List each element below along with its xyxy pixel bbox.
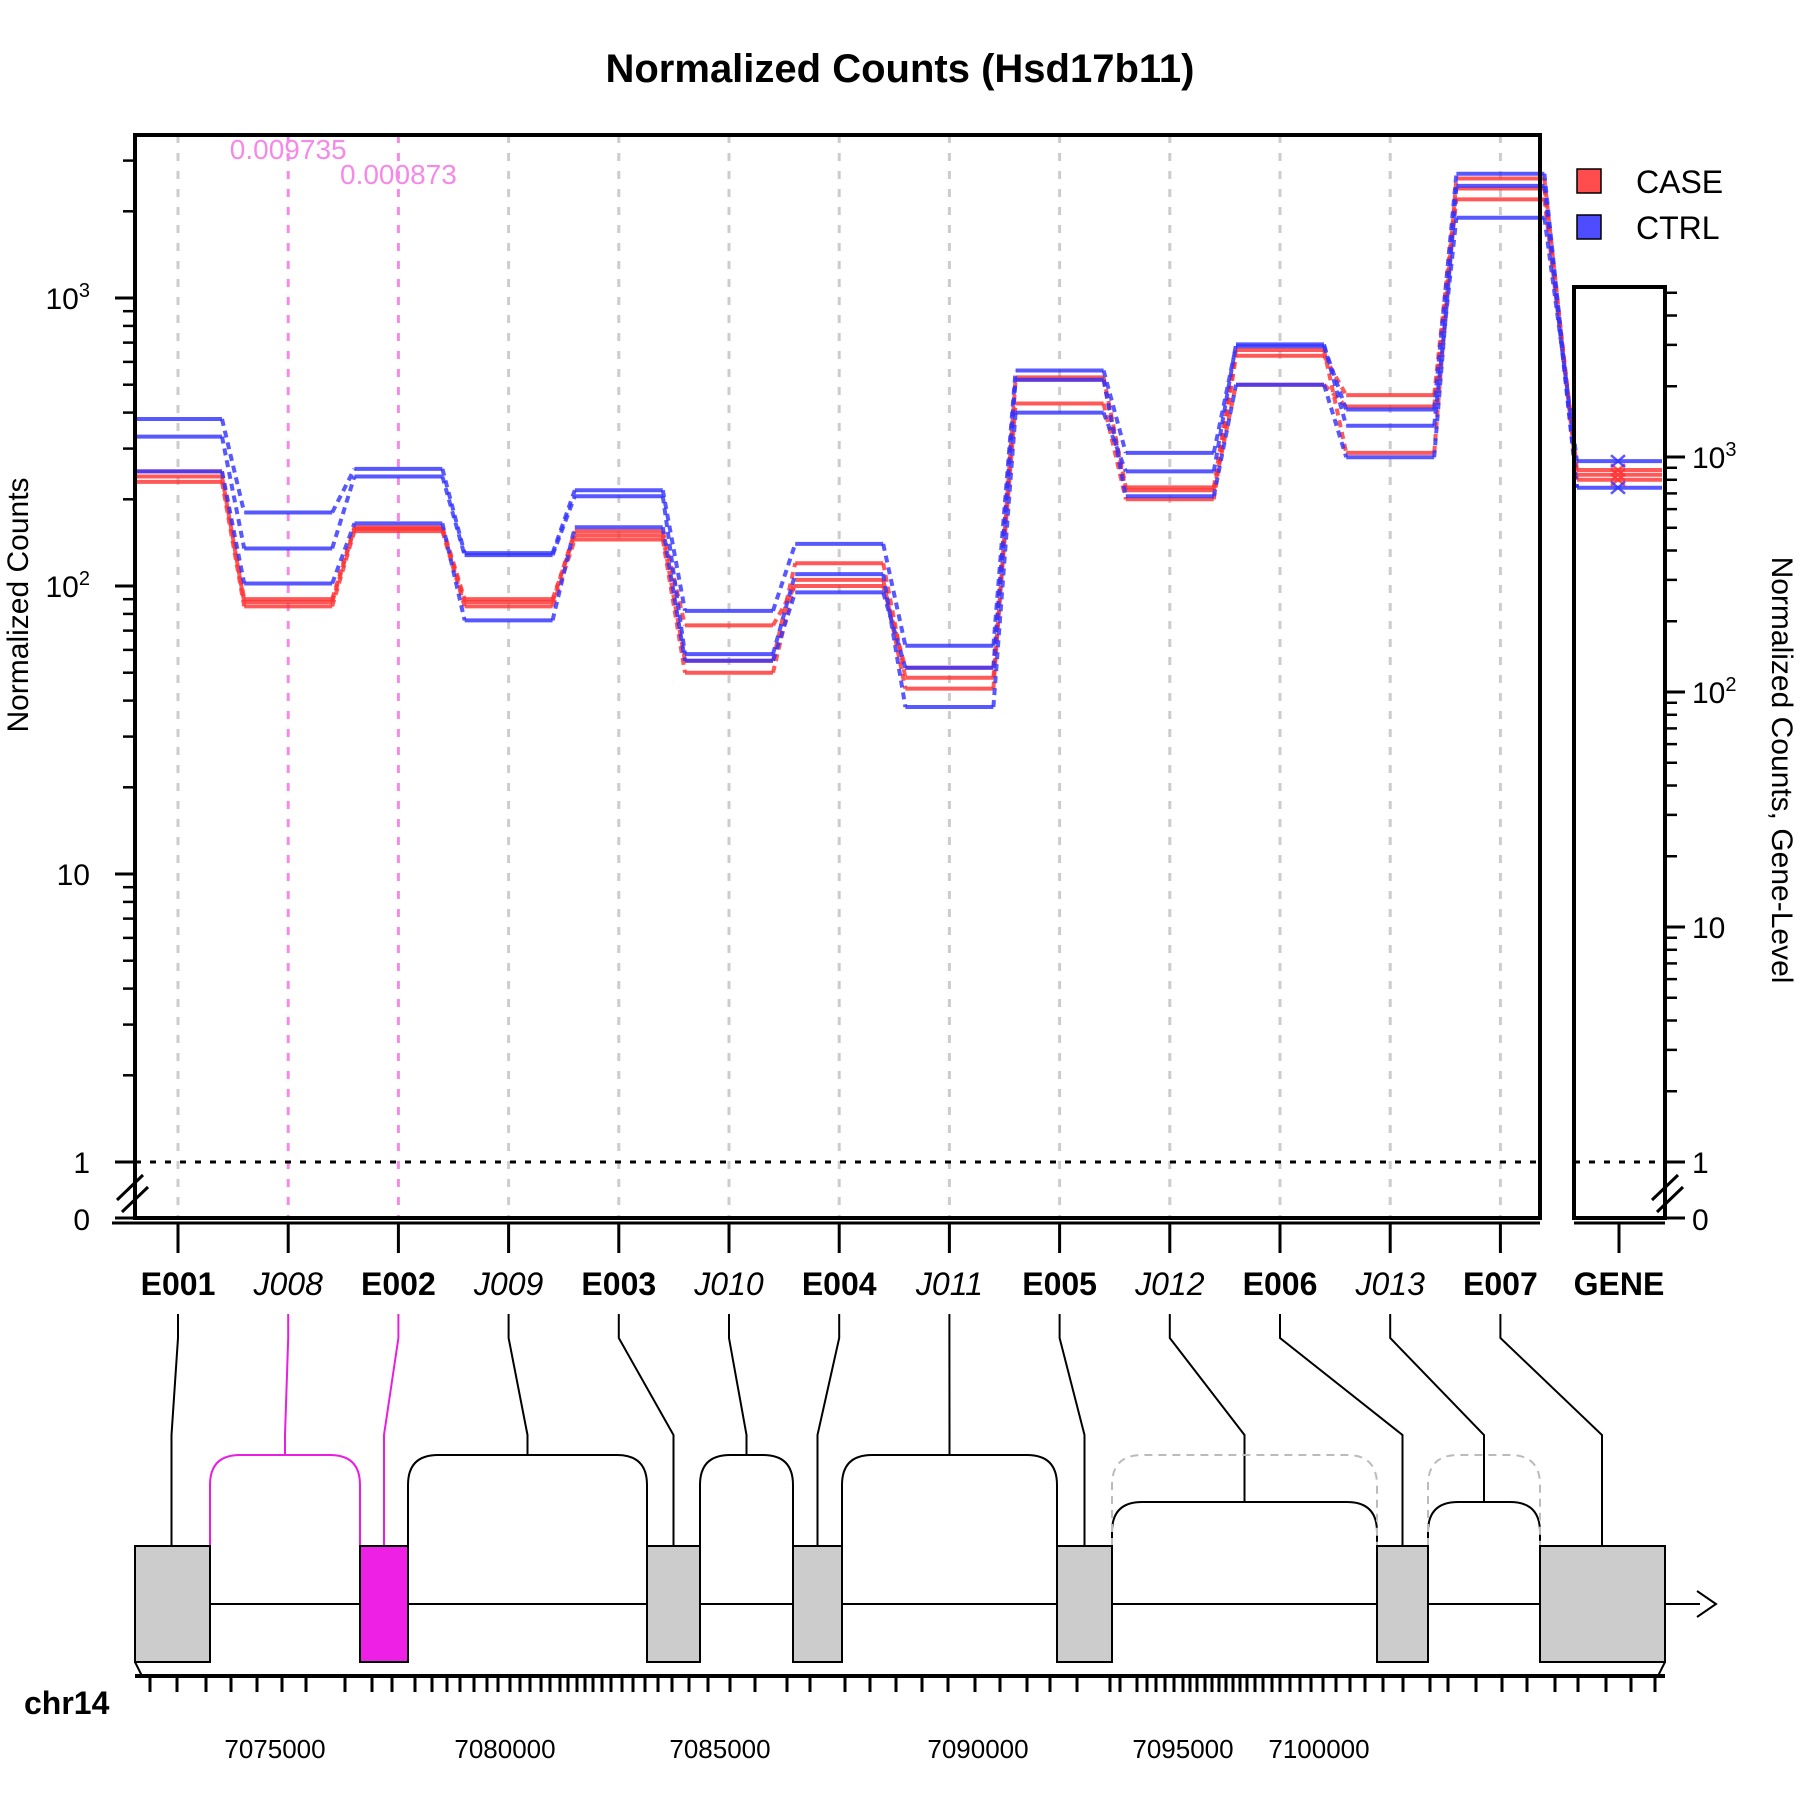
legend-swatch-ctrl (1577, 215, 1601, 239)
y-tick-label-1: 1 (73, 1147, 90, 1180)
connector-j010 (729, 1314, 747, 1455)
feature-label-e001: E001 (141, 1266, 216, 1302)
feature-label-e007: E007 (1463, 1266, 1538, 1302)
junction-arc-j010 (700, 1455, 793, 1546)
feature-label-e006: E006 (1243, 1266, 1318, 1302)
axis-break-right (1652, 1175, 1683, 1212)
y-tick-label-zero: 0 (73, 1204, 90, 1237)
feature-label-e003: E003 (581, 1266, 656, 1302)
junction-arc-j013 (1428, 1502, 1540, 1546)
exon-box-e004 (793, 1546, 842, 1662)
feature-label-e004: E004 (802, 1266, 877, 1302)
feature-label-e002: E002 (361, 1266, 436, 1302)
y-right-tick-label-2: 10 (1692, 912, 1725, 945)
exon-box-e007 (1540, 1546, 1665, 1662)
y-right-tick-label-4: 103 (1692, 439, 1737, 475)
feature-label-gene: GENE (1574, 1266, 1665, 1302)
legend: CASE CTRL (1577, 164, 1723, 246)
connector-e004 (818, 1314, 840, 1546)
coordinate-label-4: 7090000 (927, 1734, 1028, 1764)
pvalue-label-e002: 0.000873 (340, 159, 457, 190)
exon-box-e005 (1057, 1546, 1112, 1662)
connector-e006 (1280, 1314, 1403, 1546)
connector-e007 (1500, 1314, 1602, 1546)
y-tick-label-2: 10 (57, 859, 90, 892)
exon-box-e002 (360, 1546, 408, 1662)
feature-label-j009: J009 (473, 1266, 544, 1302)
legend-label-case: CASE (1636, 164, 1723, 200)
feature-label-e005: E005 (1022, 1266, 1097, 1302)
connector-j013 (1390, 1314, 1484, 1502)
feature-label-j011: J011 (915, 1266, 983, 1302)
coordinate-label-2: 7080000 (454, 1734, 555, 1764)
y-axis-label: Normalized Counts (2, 477, 35, 732)
connector-e001 (172, 1314, 179, 1546)
junction-arc-j012 (1112, 1502, 1377, 1546)
connector-j012 (1170, 1314, 1245, 1502)
exon-box-e006 (1377, 1546, 1428, 1662)
connector-j008 (285, 1314, 288, 1455)
y-right-tick-label-zero: 0 (1692, 1204, 1709, 1237)
coordinate-label-5: 7095000 (1132, 1734, 1233, 1764)
connector-j009 (509, 1314, 528, 1455)
junction-arc-j011 (842, 1455, 1057, 1546)
series-ctrl-5-link-11 (1324, 344, 1346, 425)
gene-start-bracket (135, 1662, 166, 1676)
y-right-tick-label-1: 1 (1692, 1147, 1709, 1180)
connector-e002 (384, 1314, 398, 1546)
series-ctrl-6-link-12 (1434, 186, 1456, 457)
pvalue-label-j008: 0.009735 (230, 134, 347, 165)
main-plot-frame (135, 135, 1540, 1218)
coordinate-label-6: 7100000 (1268, 1734, 1369, 1764)
series-ctrl-5-link-5 (663, 496, 685, 654)
legend-swatch-case (1577, 169, 1601, 193)
gene-plot-frame (1574, 287, 1665, 1218)
y-axis-label-right: Normalized Counts, Gene-Level (1765, 557, 1798, 984)
legend-label-ctrl: CTRL (1636, 210, 1720, 246)
chromosome-label: chr14 (24, 1685, 110, 1721)
chart-title: Normalized Counts (Hsd17b11) (605, 47, 1194, 91)
y-tick-label-4: 103 (46, 280, 91, 316)
feature-label-j008: J008 (253, 1266, 324, 1302)
exon-box-e003 (647, 1546, 700, 1662)
y-right-tick-label-3: 102 (1692, 674, 1737, 710)
junction-arc-j008 (210, 1455, 360, 1546)
y-tick-label-3: 102 (46, 568, 91, 604)
feature-label-j013: J013 (1355, 1266, 1426, 1302)
gene-end-bracket (1634, 1662, 1665, 1676)
axis-break-left (117, 1175, 148, 1212)
feature-label-j012: J012 (1134, 1266, 1205, 1302)
feature-label-j010: J010 (693, 1266, 764, 1302)
junction-arc-j009 (408, 1455, 647, 1546)
coordinate-label-1: 7075000 (224, 1734, 325, 1764)
coordinate-label-3: 7085000 (669, 1734, 770, 1764)
exon-box-e001 (135, 1546, 210, 1662)
connector-e005 (1060, 1314, 1085, 1546)
